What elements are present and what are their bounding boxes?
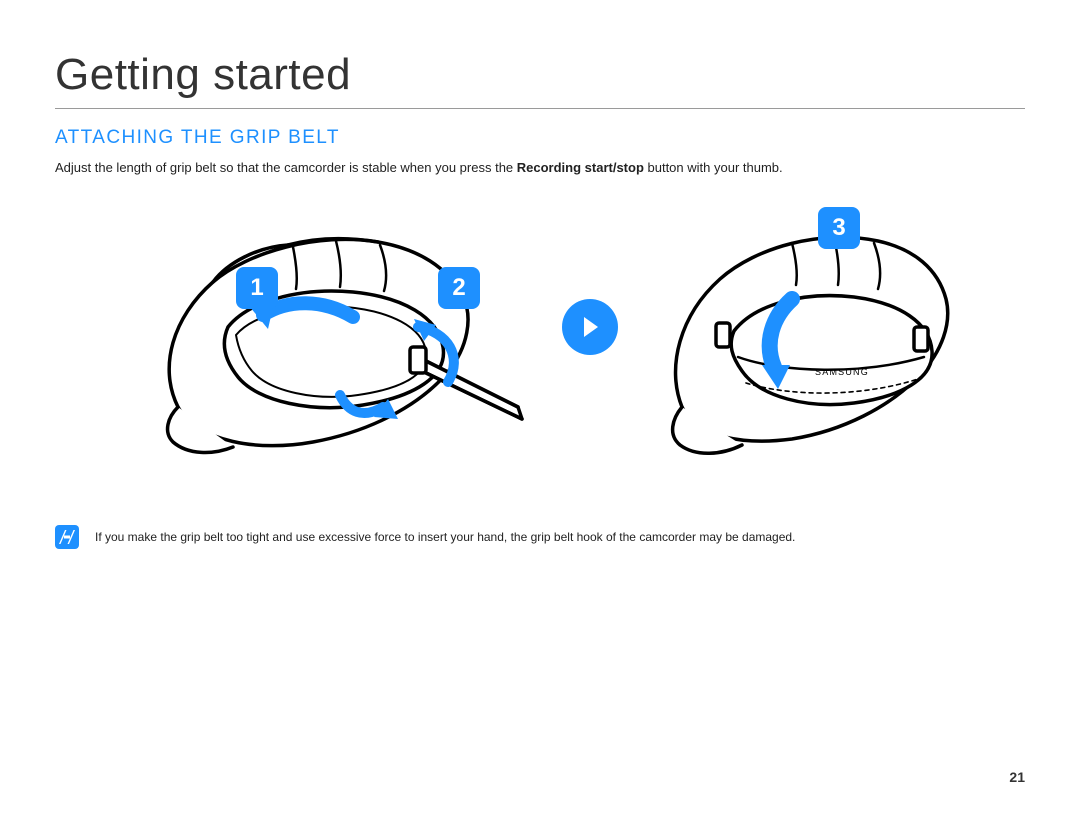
step-number: 3 [832,214,845,242]
hand-illustration-2-icon: SAMSUNG [642,207,962,467]
section-heading: ATTACHING THE GRIP BELT [55,127,1025,149]
instruction-post: button with your thumb. [644,160,783,175]
grip-belt-diagram-steps-1-2: 1 2 [118,207,538,467]
step-badge-3: 3 [818,207,860,249]
step-number: 1 [250,274,263,302]
hand-illustration-1-icon [118,207,538,467]
step-number: 2 [452,274,465,302]
page-number: 21 [1009,769,1025,785]
next-arrow-icon [562,299,618,355]
grip-belt-diagram-step-3: SAMSUNG 3 [642,207,962,467]
diagram-row: 1 2 [55,207,1025,467]
chapter-title: Getting started [55,50,1025,100]
note-row: If you make the grip belt too tight and … [55,525,1025,549]
note-text: If you make the grip belt too tight and … [95,529,795,546]
step-badge-2: 2 [438,267,480,309]
instruction-paragraph: Adjust the length of grip belt so that t… [55,159,1025,177]
step-badge-1: 1 [236,267,278,309]
note-icon [55,525,79,549]
instruction-pre: Adjust the length of grip belt so that t… [55,160,517,175]
title-rule [55,108,1025,109]
brand-label: SAMSUNG [815,367,869,377]
instruction-bold: Recording start/stop [517,160,644,175]
